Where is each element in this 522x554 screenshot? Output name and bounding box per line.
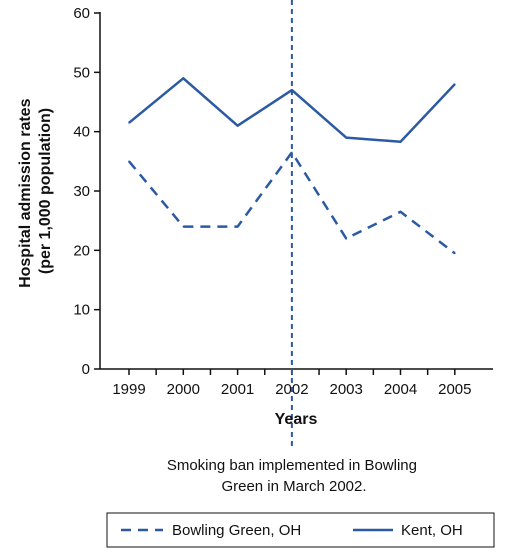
annotation-line-1: Smoking ban implemented in Bowling xyxy=(167,457,417,474)
data-point xyxy=(454,83,456,85)
data-point xyxy=(291,151,293,154)
y-tick-label: 60 xyxy=(73,5,90,22)
data-point xyxy=(454,252,456,255)
x-tick-label: 2001 xyxy=(221,381,254,398)
x-tick-label: 2004 xyxy=(384,381,417,398)
chart-axes xyxy=(99,12,493,370)
y-axis-title: Hospital admission rates (per 1,000 popu… xyxy=(17,94,54,288)
legend-box xyxy=(106,512,495,548)
x-axis-title: Years xyxy=(275,411,318,428)
y-tick-label: 10 xyxy=(73,302,90,319)
y-tick-label: 30 xyxy=(73,183,90,200)
data-point xyxy=(399,210,402,213)
y-tick-label: 20 xyxy=(73,242,90,259)
legend: Bowling Green, OH Kent, OH xyxy=(106,512,495,548)
y-ticks: 0 10 20 30 40 50 60 xyxy=(73,5,100,378)
data-point xyxy=(236,124,239,127)
y-tick-label: 50 xyxy=(73,64,90,81)
x-tick-label: 1999 xyxy=(112,381,145,398)
annotation-line-2: Green in March 2002. xyxy=(221,478,366,495)
annotation-text: Smoking ban implemented in Bowling Green… xyxy=(167,457,421,495)
y-tick-label: 0 xyxy=(82,361,90,378)
data-point xyxy=(182,77,185,80)
y-axis-title-line-2: (per 1,000 population) xyxy=(37,108,54,274)
data-point xyxy=(399,140,402,143)
y-axis-title-line-1: Hospital admission rates xyxy=(17,98,34,287)
legend-label-bowling-green: Bowling Green, OH xyxy=(172,522,301,539)
data-point xyxy=(128,121,130,124)
legend-label-kent: Kent, OH xyxy=(401,522,463,539)
y-tick-label: 40 xyxy=(73,124,90,141)
data-point xyxy=(345,237,348,240)
x-tick-label: 2005 xyxy=(438,381,471,398)
data-point xyxy=(182,225,185,228)
x-tick-label: 2003 xyxy=(330,381,363,398)
x-ticks: 1999 2000 2001 2002 2003 2004 2005 xyxy=(112,369,471,398)
data-point xyxy=(128,160,130,163)
data-point xyxy=(345,136,348,139)
x-tick-label: 2000 xyxy=(167,381,200,398)
data-point xyxy=(236,225,239,228)
